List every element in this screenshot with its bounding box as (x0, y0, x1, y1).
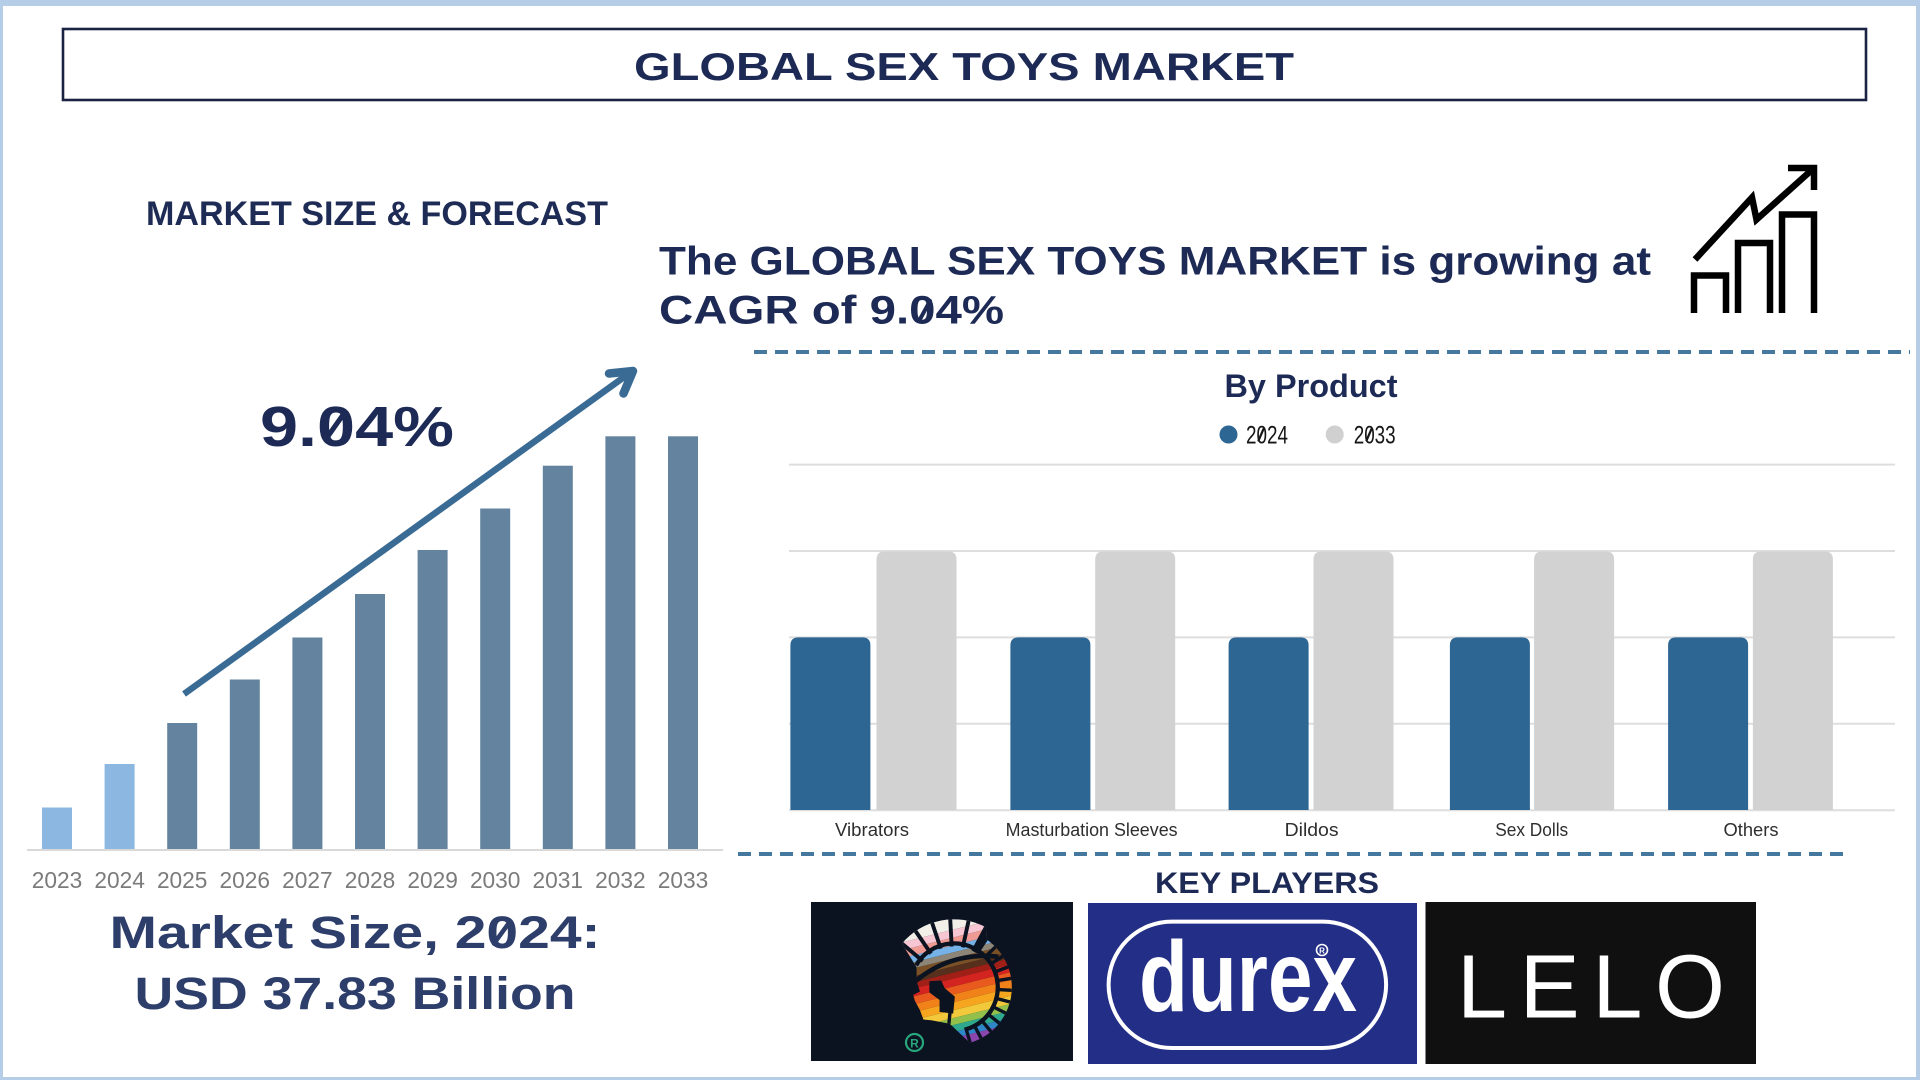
svg-text:2033: 2033 (658, 867, 709, 893)
svg-text:The GLOBAL SEX TOYS MARKET is: The GLOBAL SEX TOYS MARKET is growing at (659, 240, 1651, 284)
svg-text:KEY PLAYERS: KEY PLAYERS (1155, 867, 1379, 900)
svg-text:By Product: By Product (1225, 368, 1398, 404)
svg-text:2029: 2029 (407, 867, 458, 893)
svg-text:durex: durex (1139, 921, 1357, 1033)
svg-text:2024: 2024 (1246, 422, 1288, 450)
svg-text:2030: 2030 (470, 867, 521, 893)
svg-text:Masturbation Sleeves: Masturbation Sleeves (1006, 819, 1178, 840)
svg-text:Sex Dolls: Sex Dolls (1495, 819, 1568, 840)
svg-text:USD 37.83 Billion: USD 37.83 Billion (135, 968, 576, 1019)
svg-text:9.04%: 9.04% (260, 395, 454, 459)
svg-text:2028: 2028 (345, 867, 396, 893)
svg-text:2032: 2032 (595, 867, 646, 893)
svg-text:Others: Others (1724, 819, 1779, 840)
svg-text:R: R (1319, 947, 1325, 956)
svg-text:2023: 2023 (32, 867, 83, 893)
svg-text:Vibrators: Vibrators (835, 819, 909, 840)
svg-text:Dildos: Dildos (1285, 819, 1339, 840)
svg-text:Market Size, 2024:: Market Size, 2024: (110, 907, 601, 958)
svg-text:MARKET SIZE & FORECAST: MARKET SIZE & FORECAST (146, 195, 608, 233)
svg-text:CAGR of 9.04%: CAGR of 9.04% (659, 289, 1004, 333)
svg-text:R: R (910, 1037, 919, 1051)
svg-text:2027: 2027 (282, 867, 333, 893)
svg-text:2033: 2033 (1354, 422, 1396, 450)
svg-text:2026: 2026 (220, 867, 271, 893)
svg-text:GLOBAL SEX TOYS MARKET: GLOBAL SEX TOYS MARKET (634, 46, 1294, 89)
svg-text:2025: 2025 (157, 867, 208, 893)
svg-text:2024: 2024 (94, 867, 145, 893)
svg-text:2031: 2031 (533, 867, 584, 893)
